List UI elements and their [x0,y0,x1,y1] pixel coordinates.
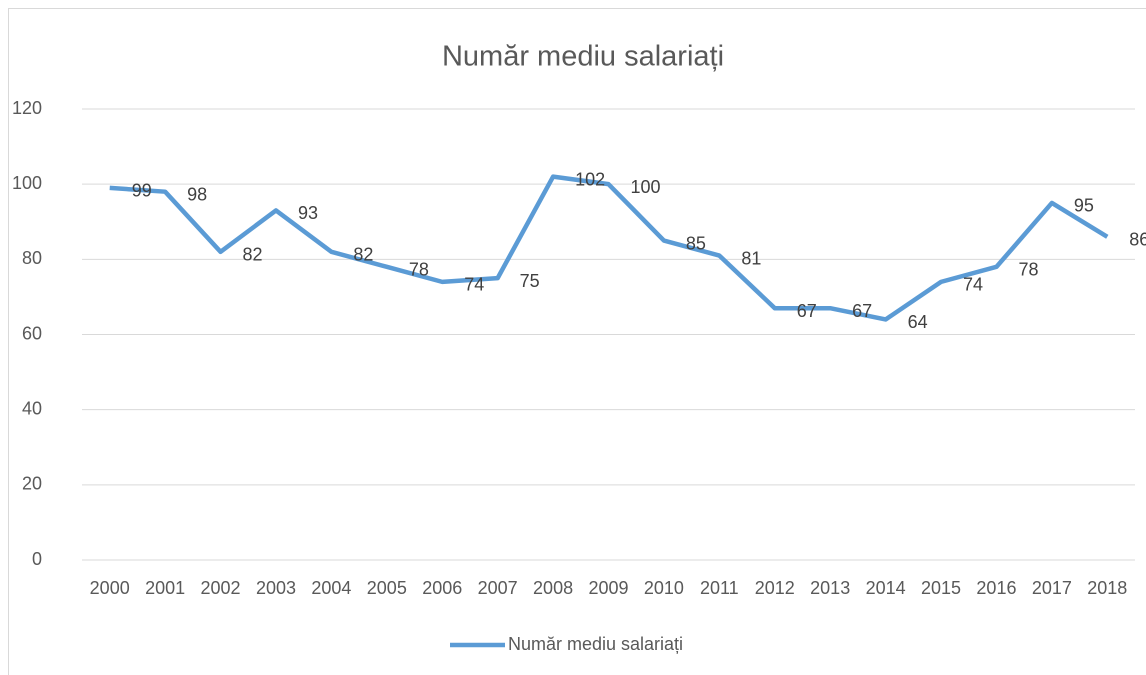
x-tick-label: 2016 [976,578,1016,598]
data-label: 67 [797,301,817,321]
y-tick-label: 20 [22,474,42,494]
x-tick-label: 2015 [921,578,961,598]
x-tick-label: 2010 [644,578,684,598]
data-label: 75 [520,271,540,291]
legend-label: Număr mediu salariați [508,634,683,654]
data-label: 64 [908,312,928,332]
data-label: 78 [1018,260,1038,280]
data-label: 95 [1074,196,1094,216]
x-tick-label: 2006 [422,578,462,598]
data-label: 100 [631,177,661,197]
data-label: 85 [686,233,706,253]
x-tick-label: 2012 [755,578,795,598]
y-tick-label: 120 [12,98,42,118]
chart-frame [8,8,1146,675]
x-tick-label: 2009 [588,578,628,598]
data-label: 78 [409,260,429,280]
data-label: 81 [741,248,761,268]
x-tick-label: 2004 [311,578,351,598]
data-label: 67 [852,301,872,321]
x-tick-label: 2002 [201,578,241,598]
x-tick-label: 2005 [367,578,407,598]
data-label: 74 [464,275,484,295]
data-label: 102 [575,169,605,189]
x-tick-label: 2000 [90,578,130,598]
x-tick-label: 2017 [1032,578,1072,598]
data-label: 93 [298,203,318,223]
x-tick-label: 2014 [866,578,906,598]
y-tick-label: 100 [12,173,42,193]
x-tick-label: 2011 [700,578,739,598]
data-label: 82 [353,245,373,265]
chart-title: Număr mediu salariați [442,41,724,73]
y-tick-label: 0 [32,549,42,569]
y-tick-label: 40 [22,398,42,418]
series-line [109,174,1109,322]
x-tick-label: 2001 [145,578,185,598]
y-tick-label: 60 [22,323,42,343]
data-label: 86 [1129,230,1146,250]
x-tick-label: 2013 [810,578,850,598]
data-label: 98 [187,184,207,204]
x-tick-label: 2018 [1087,578,1127,598]
x-tick-label: 2007 [478,578,518,598]
x-tick-label: 2008 [533,578,573,598]
data-label: 74 [963,275,983,295]
data-label: 82 [243,245,263,265]
y-tick-label: 80 [22,248,42,268]
x-tick-label: 2003 [256,578,296,598]
data-label: 99 [132,181,152,201]
